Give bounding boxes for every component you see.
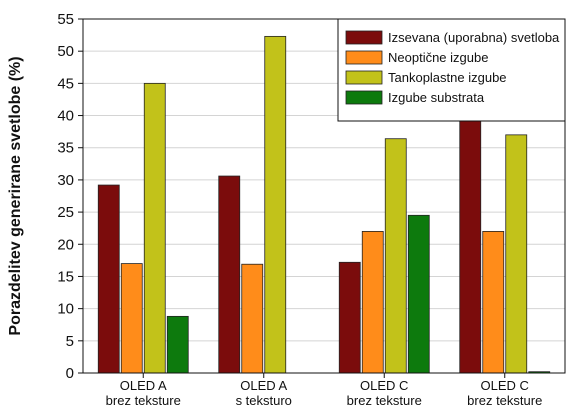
plot-frame xyxy=(82,18,566,374)
bar xyxy=(218,175,241,374)
bar xyxy=(143,82,166,374)
x-category-label: OLED C xyxy=(481,378,529,393)
y-tick-label: 45 xyxy=(57,75,74,92)
y-tick-label: 30 xyxy=(57,172,74,189)
y-tick-label: 5 xyxy=(66,333,74,350)
bar xyxy=(120,263,143,374)
y-tick-label: 15 xyxy=(57,268,74,285)
bar xyxy=(241,263,264,374)
legend: Izsevana (uporabna) svetloba Neoptične iz… xyxy=(337,18,566,122)
y-tick-label: 0 xyxy=(66,365,74,382)
bar xyxy=(384,138,407,374)
y-tick-labels: 0 5 10 15 20 25 30 35 40 45 50 55 xyxy=(57,11,74,382)
y-tick-label: 20 xyxy=(57,236,74,253)
bar xyxy=(482,230,505,374)
legend-swatch xyxy=(345,30,383,45)
x-category-label: OLED C xyxy=(360,378,408,393)
legend-label: Izsevana (uporabna) svetloba xyxy=(388,30,560,45)
y-tick-label: 50 xyxy=(57,43,74,60)
y-axis-label: Porazdelitev generirane svetlobe (%) xyxy=(7,56,24,335)
bars xyxy=(97,35,551,374)
x-category-label: brez teksture xyxy=(467,393,542,408)
bar xyxy=(505,134,528,374)
bar xyxy=(361,230,384,374)
legend-swatch xyxy=(345,70,383,85)
legend-label: Neoptične izgube xyxy=(388,50,488,65)
x-category-label: brez teksture xyxy=(347,393,422,408)
bar xyxy=(338,261,361,374)
x-category-label: s teksturo xyxy=(236,393,292,408)
y-tick-label: 55 xyxy=(57,11,74,28)
y-tick-label: 10 xyxy=(57,301,74,318)
x-category-label: brez teksture xyxy=(106,393,181,408)
bar xyxy=(166,315,189,374)
legend-label: Izgube substrata xyxy=(388,90,485,105)
legend-label: Tankoplastne izgube xyxy=(388,70,507,85)
bar xyxy=(97,184,120,374)
legend-swatch xyxy=(345,50,383,65)
y-tick-label: 25 xyxy=(57,204,74,221)
x-category-label: OLED A xyxy=(240,378,287,393)
legend-swatch xyxy=(345,90,383,105)
bar xyxy=(264,35,287,374)
bar xyxy=(407,214,430,374)
y-tick-label: 35 xyxy=(57,140,74,157)
bar xyxy=(459,109,482,374)
axes xyxy=(78,18,566,378)
x-category-label: OLED A xyxy=(120,378,167,393)
y-tick-label: 40 xyxy=(57,108,74,125)
